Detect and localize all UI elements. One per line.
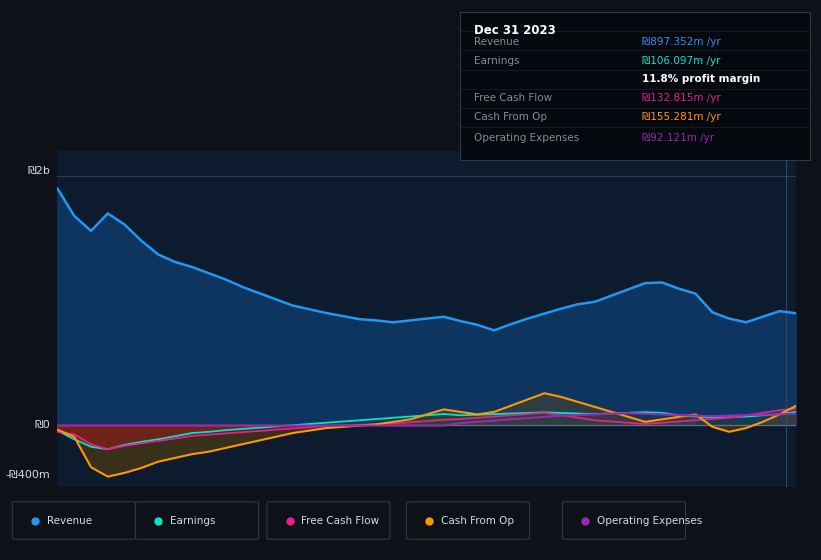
Text: ₪0: ₪0 [34, 420, 50, 430]
Text: ₪897.352m /yr: ₪897.352m /yr [642, 36, 721, 46]
Text: Cash From Op: Cash From Op [441, 516, 514, 526]
FancyBboxPatch shape [267, 502, 390, 539]
Text: ₪132.815m /yr: ₪132.815m /yr [642, 93, 721, 103]
Text: Revenue: Revenue [474, 36, 519, 46]
Text: ₪2b: ₪2b [27, 166, 50, 176]
Text: Earnings: Earnings [170, 516, 215, 526]
FancyBboxPatch shape [406, 502, 530, 539]
Text: ₪155.281m /yr: ₪155.281m /yr [642, 112, 721, 122]
Text: ₪106.097m /yr: ₪106.097m /yr [642, 56, 721, 66]
Text: Revenue: Revenue [47, 516, 92, 526]
Text: ₪92.121m /yr: ₪92.121m /yr [642, 133, 714, 143]
Text: Earnings: Earnings [474, 56, 520, 66]
Text: Operating Expenses: Operating Expenses [597, 516, 702, 526]
Text: Dec 31 2023: Dec 31 2023 [474, 24, 556, 37]
Text: 11.8% profit margin: 11.8% profit margin [642, 73, 760, 83]
Text: Cash From Op: Cash From Op [474, 112, 547, 122]
FancyBboxPatch shape [135, 502, 259, 539]
FancyBboxPatch shape [562, 502, 686, 539]
Text: Free Cash Flow: Free Cash Flow [474, 93, 553, 103]
FancyBboxPatch shape [12, 502, 135, 539]
Text: Operating Expenses: Operating Expenses [474, 133, 580, 143]
Text: -₪400m: -₪400m [5, 470, 50, 480]
Text: Free Cash Flow: Free Cash Flow [301, 516, 379, 526]
